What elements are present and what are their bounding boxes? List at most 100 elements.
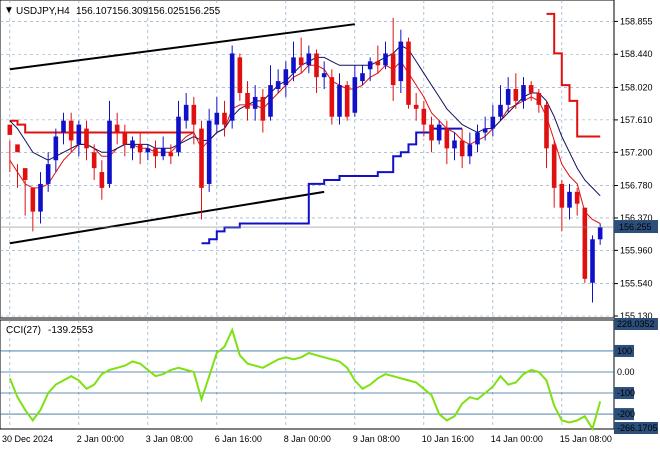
candle-body bbox=[383, 53, 388, 66]
dropdown-arrow-icon[interactable]: ▼ bbox=[4, 5, 14, 16]
candle-body bbox=[122, 132, 128, 145]
candle-body bbox=[114, 124, 120, 133]
candle-body bbox=[22, 168, 28, 180]
time-label: 3 Jan 08:00 bbox=[146, 434, 193, 444]
candle-body bbox=[551, 144, 557, 188]
candle-body bbox=[7, 124, 13, 135]
candle-body bbox=[436, 124, 442, 141]
candle-body bbox=[15, 144, 20, 153]
candle-body bbox=[597, 227, 603, 240]
candle-body bbox=[183, 104, 189, 121]
time-label: 15 Jan 08:00 bbox=[560, 434, 612, 444]
candle-body bbox=[375, 61, 381, 66]
candle-body bbox=[61, 120, 66, 133]
candle-body bbox=[168, 152, 174, 157]
symbol-label: USDJPY,H4 bbox=[16, 6, 70, 17]
time-axis: 30 Dec 2024 2 Jan 00:00 3 Jan 08:00 6 Jan 1… bbox=[2, 434, 612, 444]
candle-body bbox=[206, 120, 212, 184]
candle-body bbox=[513, 89, 519, 101]
candle-body bbox=[107, 120, 112, 184]
cci-tick-box bbox=[614, 422, 658, 434]
candle-body bbox=[275, 81, 281, 90]
candle-body bbox=[84, 128, 89, 149]
open-value: 156.107 bbox=[76, 6, 113, 17]
candle-body bbox=[521, 85, 526, 101]
candle-body bbox=[145, 148, 151, 153]
main-pane[interactable] bbox=[0, 0, 615, 319]
close-value: 156.255 bbox=[184, 6, 221, 17]
price-axis: 158.855 158.440 158.020 157.610 157.200 156.7… bbox=[0, 16, 658, 321]
stop-lines bbox=[9, 12, 601, 245]
candle-body bbox=[574, 191, 580, 204]
candle-body bbox=[544, 104, 549, 149]
channel-upper-line bbox=[9, 23, 355, 71]
candle-body bbox=[298, 57, 304, 66]
candle-body bbox=[498, 104, 503, 117]
candle-body bbox=[153, 148, 158, 157]
cci-axis: 228.0352 100 0.00 -100 -200 -266.1705 bbox=[614, 318, 658, 434]
candle-body bbox=[252, 96, 258, 109]
candle-body bbox=[229, 53, 235, 121]
candle-body bbox=[245, 92, 250, 109]
candle-body bbox=[482, 128, 488, 133]
cci-value: -139.2553 bbox=[48, 325, 93, 336]
candle-body bbox=[214, 112, 220, 125]
candle-body bbox=[137, 144, 143, 153]
main-grid bbox=[0, 0, 614, 429]
cci-tick-box bbox=[614, 408, 634, 421]
price-tick-label: 158.855 bbox=[620, 16, 653, 26]
candle-body bbox=[360, 73, 365, 82]
cci-tick-label: -200 bbox=[617, 409, 635, 419]
cci-tick-box bbox=[614, 318, 658, 330]
candle-body bbox=[160, 148, 166, 157]
candle-body bbox=[291, 57, 296, 74]
cci-tick-box bbox=[614, 387, 634, 400]
low-value: 156.025 bbox=[148, 6, 185, 17]
candle-body bbox=[429, 124, 434, 141]
time-label: 30 Dec 2024 bbox=[2, 434, 53, 444]
price-tick-label: 155.130 bbox=[620, 311, 653, 321]
candle-body bbox=[76, 124, 82, 145]
candle-body bbox=[68, 120, 74, 141]
price-tick-label: 157.200 bbox=[620, 147, 653, 157]
cci-line bbox=[8, 327, 602, 432]
cci-grid bbox=[0, 350, 614, 415]
candle-body bbox=[490, 116, 496, 129]
time-label: 14 Jan 00:00 bbox=[491, 434, 543, 444]
candle-body bbox=[176, 116, 181, 153]
channel-lower-line bbox=[9, 190, 325, 245]
trend-channel bbox=[9, 23, 355, 245]
candle-body bbox=[38, 183, 43, 212]
candle-body bbox=[191, 104, 197, 125]
time-label: 6 Jan 16:00 bbox=[215, 434, 262, 444]
cci-tick-label: -100 bbox=[617, 388, 635, 398]
candle-body bbox=[99, 172, 105, 188]
candle-body bbox=[567, 191, 572, 208]
candle-body bbox=[352, 77, 358, 113]
price-tick-label: 155.540 bbox=[620, 279, 653, 289]
candle-body bbox=[582, 207, 588, 279]
candle-body bbox=[130, 140, 135, 149]
candle-body bbox=[367, 61, 373, 70]
candle-body bbox=[344, 85, 350, 117]
candle-body bbox=[390, 53, 396, 86]
cci-tick-box bbox=[614, 344, 634, 357]
candle-body bbox=[260, 96, 266, 121]
candle-body bbox=[268, 85, 273, 117]
candle-body bbox=[329, 77, 335, 117]
high-value: 156.309 bbox=[112, 6, 149, 17]
candle-body bbox=[406, 41, 411, 105]
candle-body bbox=[199, 128, 204, 188]
candle-body bbox=[559, 183, 565, 208]
candle-body bbox=[321, 73, 327, 78]
candle-body bbox=[467, 144, 473, 157]
candle-body bbox=[398, 41, 404, 82]
candle-body bbox=[314, 53, 319, 78]
time-label: 10 Jan 16:00 bbox=[422, 434, 474, 444]
candle-body bbox=[283, 69, 289, 86]
cci-series-line bbox=[8, 327, 602, 432]
candle-body bbox=[337, 85, 342, 117]
stop-red-line bbox=[9, 12, 601, 138]
candle-body bbox=[237, 57, 243, 93]
